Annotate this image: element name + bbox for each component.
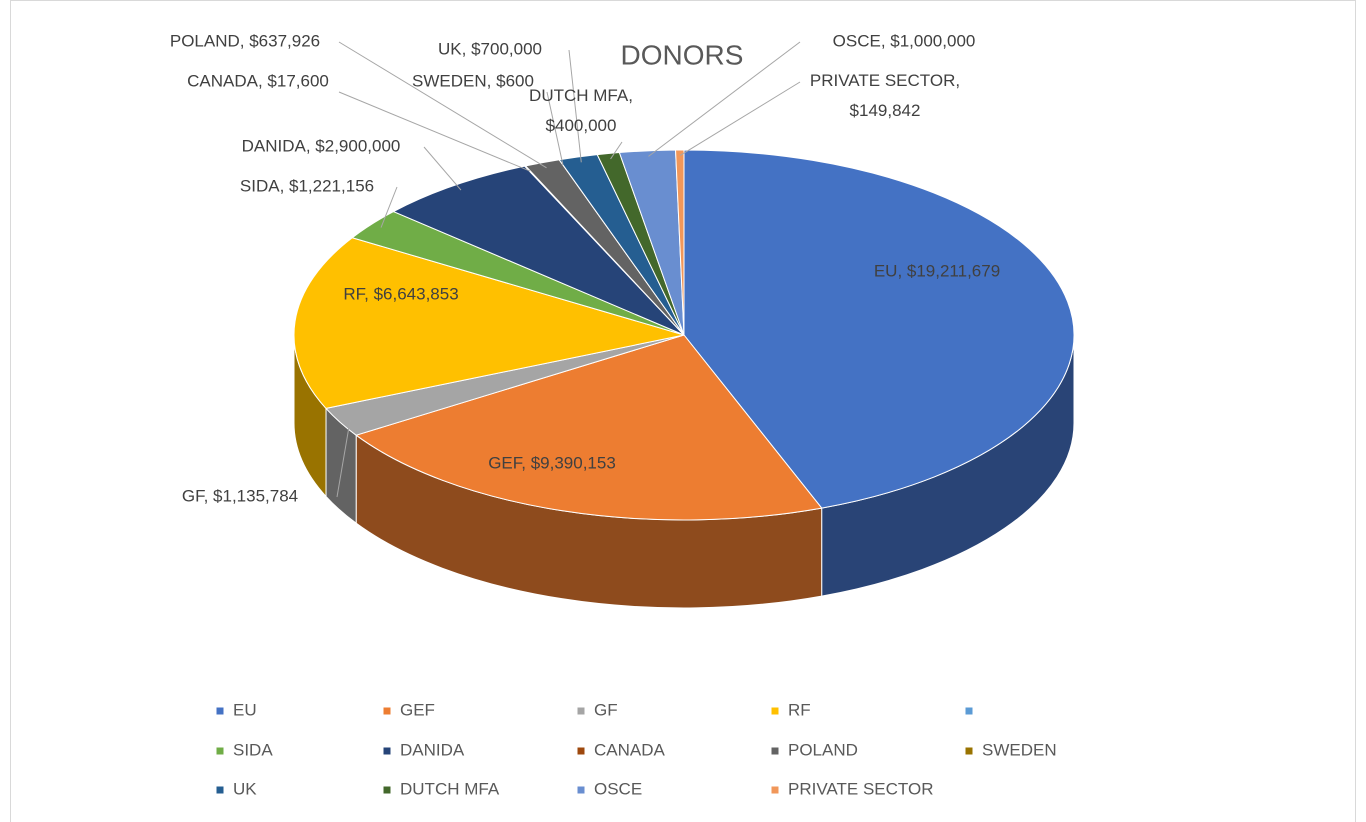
legend-swatch [965,707,973,715]
data-label: SWEDEN, $600 [412,71,534,90]
legend-label: RF [788,700,811,719]
data-label: GF, $1,135,784 [182,486,298,505]
legend-swatch [216,707,224,715]
leader-line [679,81,801,156]
legend-label: PRIVATE SECTOR [788,779,933,798]
data-label: GEF, $9,390,153 [488,453,616,472]
data-label: CANADA, $17,600 [187,71,329,90]
legend-label: EU [233,700,257,719]
legend-label: SIDA [233,740,273,759]
legend-swatch [771,707,779,715]
leader-line [423,146,462,191]
label-line: DUTCH MFA, [529,86,633,105]
label-line: $400,000 [546,116,617,135]
slice [683,149,1075,509]
legend-label: GF [594,700,618,719]
legend-label: DANIDA [400,740,465,759]
data-label: POLAND, $637,926 [170,31,320,50]
leader-line [648,41,801,157]
legend-label: SWEDEN [982,740,1057,759]
legend-swatch [577,786,585,794]
legend-swatch [383,707,391,715]
legend-swatch [577,707,585,715]
legend-swatch [383,786,391,794]
legend-swatch [383,747,391,755]
slice [293,237,685,409]
leader-line [338,41,547,169]
data-label: UK, $700,000 [438,39,542,58]
data-label: SIDA, $1,221,156 [240,176,374,195]
leader-line [380,186,398,228]
legend-swatch [216,786,224,794]
legend-label: DUTCH MFA [400,779,500,798]
data-label: DUTCH MFA, $400,000 [529,86,633,135]
legend-swatch [771,747,779,755]
data-label: PRIVATE SECTOR, $149,842 [810,71,960,120]
leader-line [610,141,623,160]
slice [675,149,685,336]
legend-label: POLAND [788,740,858,759]
chart-title: DONORS [621,39,744,70]
legend-label: UK [233,779,257,798]
legend-swatch [577,747,585,755]
label-line: PRIVATE SECTOR, [810,71,960,90]
slice [355,334,823,521]
data-label: RF, $6,643,853 [343,284,458,303]
data-label: OSCE, $1,000,000 [833,31,976,50]
leader-line [568,49,582,163]
legend-label: GEF [400,700,435,719]
legend-swatch [771,786,779,794]
data-label: DANIDA, $2,900,000 [242,136,401,155]
leader-line [546,91,564,166]
legend-label: OSCE [594,779,642,798]
legend-label: CANADA [594,740,666,759]
data-label: EU, $19,211,679 [874,261,1000,280]
label-line: $149,842 [850,101,921,120]
leader-line [338,91,531,172]
legend-swatch [965,747,973,755]
leader-line [336,419,351,498]
legend-swatch [216,747,224,755]
